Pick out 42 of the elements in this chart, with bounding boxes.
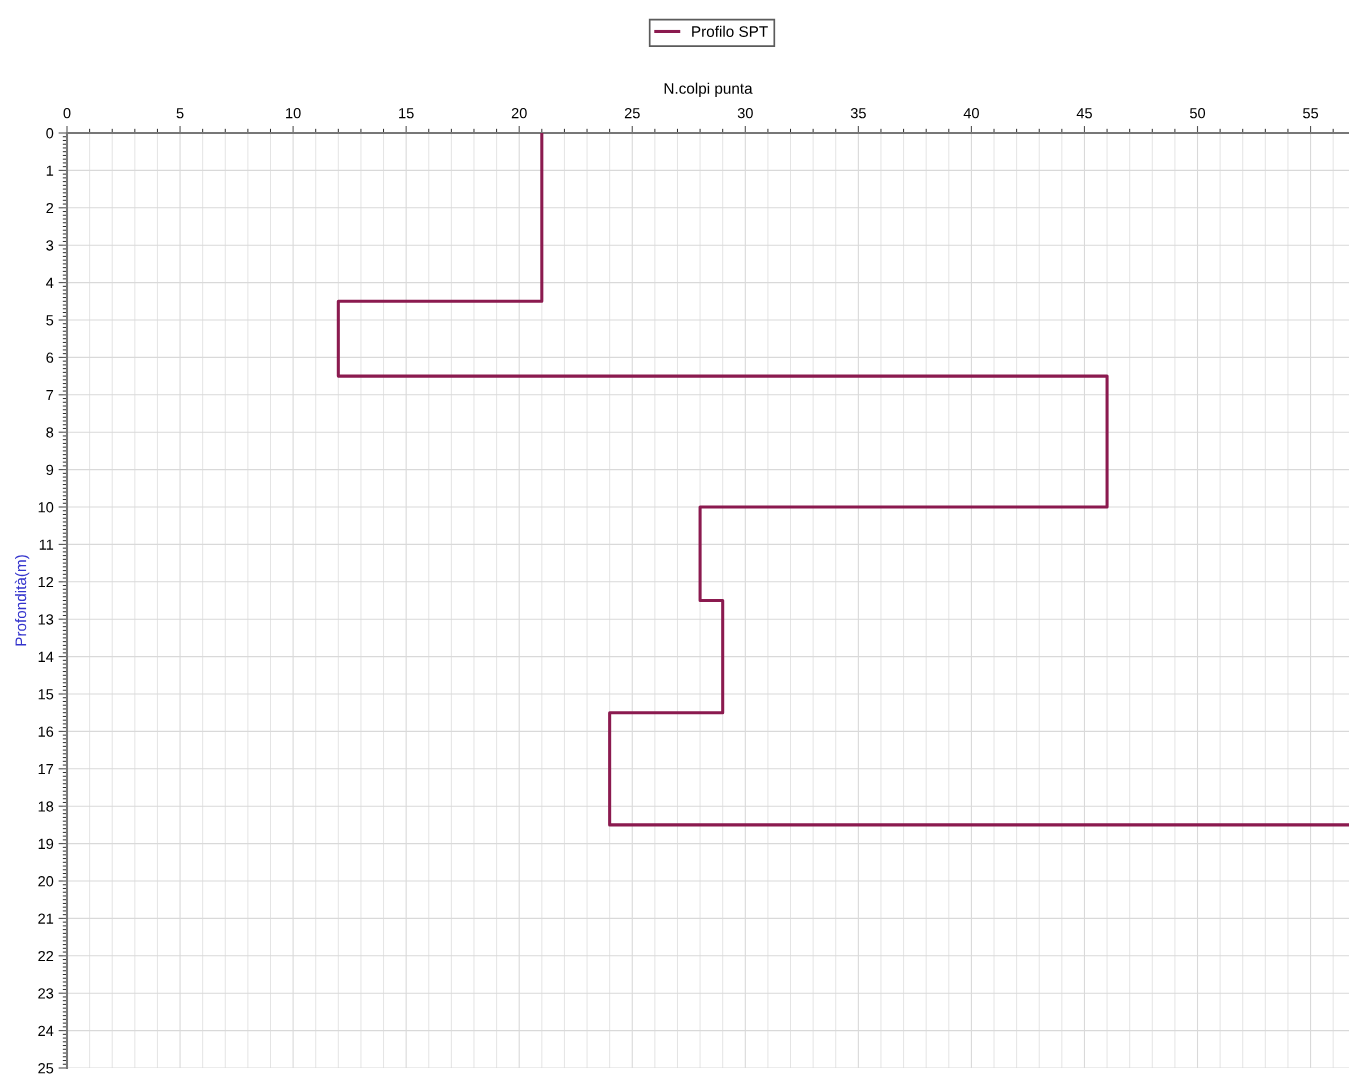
y-tick-label: 1	[46, 165, 54, 176]
x-tick-label: 40	[963, 107, 979, 119]
y-tick-label: 20	[38, 876, 54, 887]
y-tick-label: 18	[38, 801, 54, 812]
y-tick-label: 17	[38, 764, 54, 775]
y-tick-label: 23	[38, 988, 54, 999]
x-tick-label: 15	[399, 108, 414, 119]
y-tick-label: 8	[46, 427, 54, 438]
x-tick-label: 10	[286, 107, 301, 119]
x-axis-title: N.colpi punta	[664, 82, 753, 97]
x-tick-label: 25	[624, 107, 640, 119]
y-tick-label: 3	[46, 240, 54, 251]
y-tick-label: 10	[38, 502, 54, 513]
y-tick-label: 19	[38, 838, 54, 850]
y-tick-label: 21	[38, 913, 54, 924]
y-tick-label: 5	[46, 315, 54, 326]
y-tick-label: 11	[39, 539, 54, 550]
y-tick-label: 13	[38, 614, 54, 625]
y-tick-label: 0	[46, 128, 54, 139]
y-tick-label: 4	[46, 277, 54, 288]
y-tick-label: 14	[38, 651, 54, 662]
y-tick-label: 25	[38, 1063, 54, 1074]
line-series	[336, 133, 1349, 827]
x-tick-label: 45	[1076, 108, 1092, 119]
x-tick-label: 30	[737, 107, 753, 119]
y-tick-label: 12	[38, 576, 54, 588]
y-tick-label: 6	[46, 352, 54, 363]
x-tick-label: 55	[1303, 108, 1319, 119]
y-tick-label: 7	[46, 390, 54, 401]
y-tick-label: 24	[38, 1025, 54, 1036]
x-tick-label: 35	[850, 107, 866, 119]
x-tick-label: 50	[1189, 107, 1206, 119]
y-tick-label: 9	[46, 464, 54, 476]
x-tick-label: 5	[176, 108, 184, 119]
x-tick-label: 20	[511, 107, 527, 119]
legend-label: Profilo SPT	[692, 25, 768, 37]
y-tick-label: 16	[38, 726, 54, 737]
y-tick-label: 15	[38, 689, 54, 700]
y-axis-title: Profondità(m)	[14, 555, 30, 646]
y-tick-label: 22	[38, 950, 54, 962]
y-tick-label: 2	[46, 202, 54, 214]
x-tick-label: 0	[63, 107, 71, 119]
